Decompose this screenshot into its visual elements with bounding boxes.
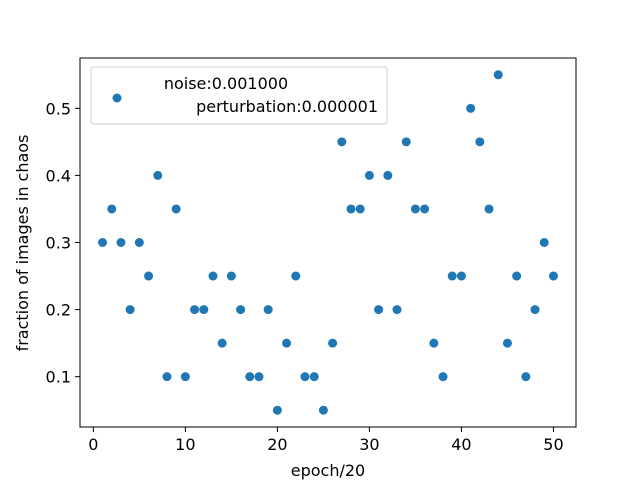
data-point xyxy=(272,405,282,415)
x-tick-label: 30 xyxy=(359,435,379,454)
data-point xyxy=(300,372,310,382)
data-point xyxy=(263,305,273,315)
legend-box xyxy=(90,66,388,125)
data-point xyxy=(512,271,522,281)
plot-points xyxy=(98,70,558,415)
data-point xyxy=(245,372,255,382)
data-point xyxy=(410,204,420,214)
data-point xyxy=(484,204,494,214)
x-axis-label: epoch/20 xyxy=(291,461,365,480)
data-point xyxy=(429,338,439,348)
data-point xyxy=(162,372,172,382)
data-point xyxy=(199,305,209,315)
x-tick-label: 20 xyxy=(267,435,287,454)
plot-frame xyxy=(79,57,577,428)
data-point xyxy=(190,305,200,315)
data-point xyxy=(521,372,531,382)
data-point xyxy=(254,372,264,382)
data-point xyxy=(208,271,218,281)
data-point xyxy=(337,137,347,147)
x-axis: 0 10 20 30 40 50 xyxy=(88,427,564,454)
data-point xyxy=(134,238,144,247)
data-point xyxy=(374,305,384,315)
y-axis: 0.1 0.2 0.3 0.4 0.5 xyxy=(46,99,80,387)
data-point xyxy=(153,170,163,180)
x-tick-label: 10 xyxy=(175,435,195,454)
data-point xyxy=(291,271,301,281)
data-point xyxy=(116,238,126,247)
data-point xyxy=(401,137,411,147)
data-point xyxy=(282,338,292,348)
data-point xyxy=(107,204,117,214)
data-point xyxy=(98,238,108,247)
data-point xyxy=(328,338,338,348)
data-point xyxy=(236,305,246,315)
data-point xyxy=(447,271,457,281)
data-point xyxy=(355,204,365,214)
y-tick-label: 0.5 xyxy=(46,99,71,118)
x-tick-label: 40 xyxy=(451,435,471,454)
data-point xyxy=(466,103,476,113)
data-point xyxy=(226,271,236,281)
data-point xyxy=(309,372,319,382)
x-tick-label: 50 xyxy=(543,435,563,454)
y-tick-label: 0.4 xyxy=(46,166,71,185)
data-point xyxy=(346,204,356,214)
legend-label-line-2: perturbation:0.000001 xyxy=(196,97,378,116)
legend: noise:0.001000 perturbation:0.000001 xyxy=(90,66,388,125)
x-tick-label: 0 xyxy=(88,435,98,454)
data-point xyxy=(475,137,485,147)
y-tick-label: 0.3 xyxy=(46,234,71,253)
y-tick-label: 0.1 xyxy=(46,368,71,387)
y-tick-label: 0.2 xyxy=(46,301,71,320)
data-point xyxy=(318,405,328,415)
data-point xyxy=(383,170,393,180)
data-point xyxy=(530,305,540,315)
data-point xyxy=(456,271,466,281)
legend-marker xyxy=(112,93,122,103)
y-axis-label: fraction of images in chaos xyxy=(13,135,32,352)
data-point xyxy=(539,238,549,247)
data-point xyxy=(125,305,135,315)
data-point xyxy=(420,204,430,214)
data-point xyxy=(180,372,190,382)
data-point xyxy=(493,70,503,80)
data-point xyxy=(217,338,227,348)
data-point xyxy=(438,372,448,382)
data-point xyxy=(548,271,558,281)
data-point xyxy=(502,338,512,348)
data-point xyxy=(171,204,181,214)
data-point xyxy=(364,170,374,180)
data-point xyxy=(392,305,402,315)
data-point xyxy=(144,271,154,281)
legend-label-line-1: noise:0.001000 xyxy=(164,74,288,93)
